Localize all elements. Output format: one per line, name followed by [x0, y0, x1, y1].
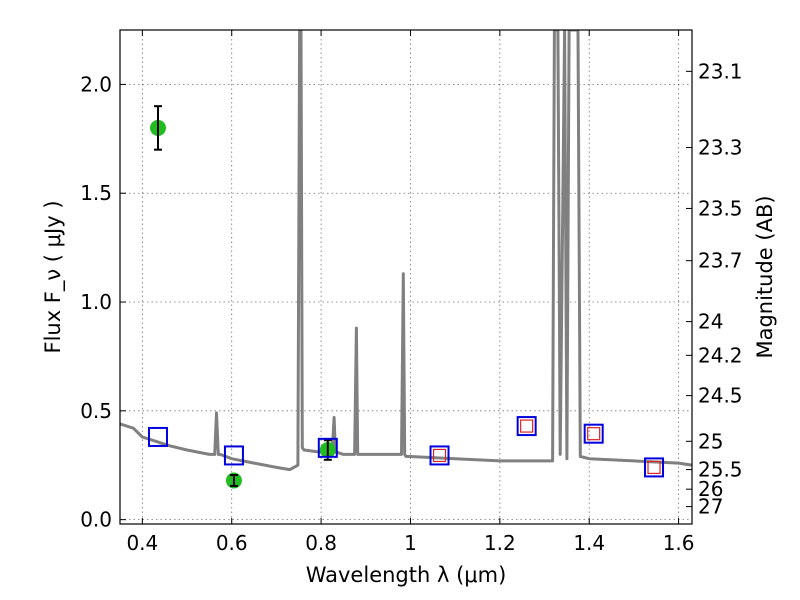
model-flux-square: [516, 416, 537, 437]
tick-layer: 0.4 0.6 0.8 1 1.2 1.4 1.6 0.0 0.5 1.0 1.5 2.0 23.1 23…: [80, 30, 743, 555]
x-tick-label: 0.4: [126, 531, 158, 555]
model-flux-square: [147, 426, 168, 447]
magnitude-tick-label: 23.3: [698, 136, 743, 160]
model-flux-inner-square: [587, 427, 601, 441]
model-flux-inner-square: [432, 448, 447, 463]
y-tick-label: 0.5: [80, 399, 112, 423]
magnitude-tick-label: 23.1: [698, 59, 743, 83]
spectrum-layer: [120, 30, 692, 472]
x-tick-label: 1: [404, 531, 417, 555]
y-tick-label: 1.0: [80, 290, 112, 314]
x-tick-label: 1.6: [663, 531, 695, 555]
x-tick-label: 1.4: [573, 531, 605, 555]
magnitude-tick-label: 23.5: [698, 196, 743, 220]
y2-axis-title: Magnitude (AB): [753, 195, 777, 358]
magnitude-tick-label: 23.7: [698, 249, 743, 273]
y-tick-label: 0.0: [80, 508, 112, 532]
marker-layer: [147, 105, 665, 489]
grid-layer: [120, 30, 692, 524]
x-tick-label: 0.8: [305, 531, 337, 555]
model-flux-square: [583, 423, 604, 444]
magnitude-tick-label: 24.2: [698, 343, 743, 367]
model-flux-square: [317, 437, 338, 458]
plot-area: [120, 30, 692, 489]
magnitude-tick-label: 24: [698, 310, 723, 334]
x-tick-label: 1.2: [484, 531, 516, 555]
model-flux-square: [223, 445, 244, 466]
magnitude-tick-label: 24.5: [698, 384, 743, 408]
y-axis-title: Flux F_ν ( μJy ): [41, 200, 66, 353]
x-axis-title: Wavelength λ (μm): [306, 563, 507, 587]
model-flux-square: [644, 457, 665, 478]
magnitude-tick-label: 25: [698, 429, 723, 453]
magnitude-tick-label: 27: [698, 495, 723, 519]
magnitude-tick-label: 26: [698, 477, 723, 501]
plot-frame: [119, 29, 693, 525]
x-tick-label: 0.6: [216, 531, 248, 555]
model-flux-inner-square: [520, 419, 534, 433]
magnitude-tick-label: 25.5: [698, 458, 743, 482]
y-tick-label: 1.5: [80, 181, 112, 205]
y-tick-label: 2.0: [80, 72, 112, 96]
model-spectrum-line: [120, 30, 692, 472]
model-flux-inner-square: [647, 460, 661, 475]
model-flux-square: [429, 445, 450, 466]
